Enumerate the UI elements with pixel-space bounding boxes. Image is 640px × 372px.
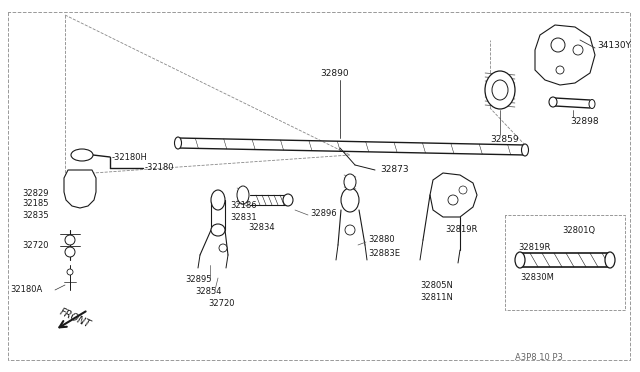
- Ellipse shape: [492, 80, 508, 100]
- Text: 32819R: 32819R: [518, 244, 550, 253]
- Circle shape: [65, 235, 75, 245]
- Text: 32720: 32720: [208, 298, 234, 308]
- Text: 32873: 32873: [380, 166, 408, 174]
- Text: 32831: 32831: [230, 212, 257, 221]
- Ellipse shape: [283, 194, 293, 206]
- Circle shape: [448, 195, 458, 205]
- Text: 32883E: 32883E: [368, 248, 400, 257]
- Ellipse shape: [211, 224, 225, 236]
- Text: 32859: 32859: [490, 135, 518, 144]
- Text: A3P8 10 P3: A3P8 10 P3: [515, 353, 563, 362]
- Text: 32180A: 32180A: [10, 285, 42, 295]
- Circle shape: [67, 269, 73, 275]
- Text: 32811N: 32811N: [420, 292, 453, 301]
- Text: 32805N: 32805N: [420, 280, 453, 289]
- Ellipse shape: [515, 252, 525, 268]
- Text: 32819R: 32819R: [445, 225, 477, 234]
- Text: 32880: 32880: [368, 235, 395, 244]
- Circle shape: [573, 45, 583, 55]
- Circle shape: [65, 247, 75, 257]
- Circle shape: [345, 225, 355, 235]
- Text: 32854: 32854: [195, 288, 221, 296]
- Circle shape: [551, 38, 565, 52]
- Polygon shape: [64, 170, 96, 208]
- Polygon shape: [430, 173, 477, 217]
- Circle shape: [459, 186, 467, 194]
- Text: FRONT: FRONT: [58, 307, 92, 330]
- Text: 32720: 32720: [22, 241, 49, 250]
- Text: 32896: 32896: [310, 208, 337, 218]
- Ellipse shape: [605, 252, 615, 268]
- Text: 32185: 32185: [22, 199, 49, 208]
- Text: 32890: 32890: [320, 68, 349, 77]
- Text: 32186: 32186: [230, 202, 257, 211]
- Ellipse shape: [549, 97, 557, 107]
- Ellipse shape: [522, 144, 529, 156]
- Text: 34130Y: 34130Y: [597, 42, 631, 51]
- Circle shape: [219, 244, 227, 252]
- Text: 32829: 32829: [22, 189, 49, 198]
- Text: 32801Q: 32801Q: [562, 225, 595, 234]
- Text: -32180: -32180: [145, 164, 175, 173]
- Ellipse shape: [175, 137, 182, 149]
- Text: 32835: 32835: [22, 211, 49, 219]
- Text: 32898: 32898: [570, 118, 598, 126]
- Ellipse shape: [485, 71, 515, 109]
- Ellipse shape: [344, 174, 356, 190]
- Text: 32830M: 32830M: [520, 273, 554, 282]
- Ellipse shape: [589, 99, 595, 109]
- Text: 32834: 32834: [248, 224, 275, 232]
- Polygon shape: [535, 25, 595, 85]
- Ellipse shape: [211, 190, 225, 210]
- Ellipse shape: [341, 188, 359, 212]
- Ellipse shape: [237, 186, 249, 204]
- Circle shape: [556, 66, 564, 74]
- Text: 32895: 32895: [185, 276, 211, 285]
- Ellipse shape: [71, 149, 93, 161]
- Text: -32180H: -32180H: [112, 153, 148, 161]
